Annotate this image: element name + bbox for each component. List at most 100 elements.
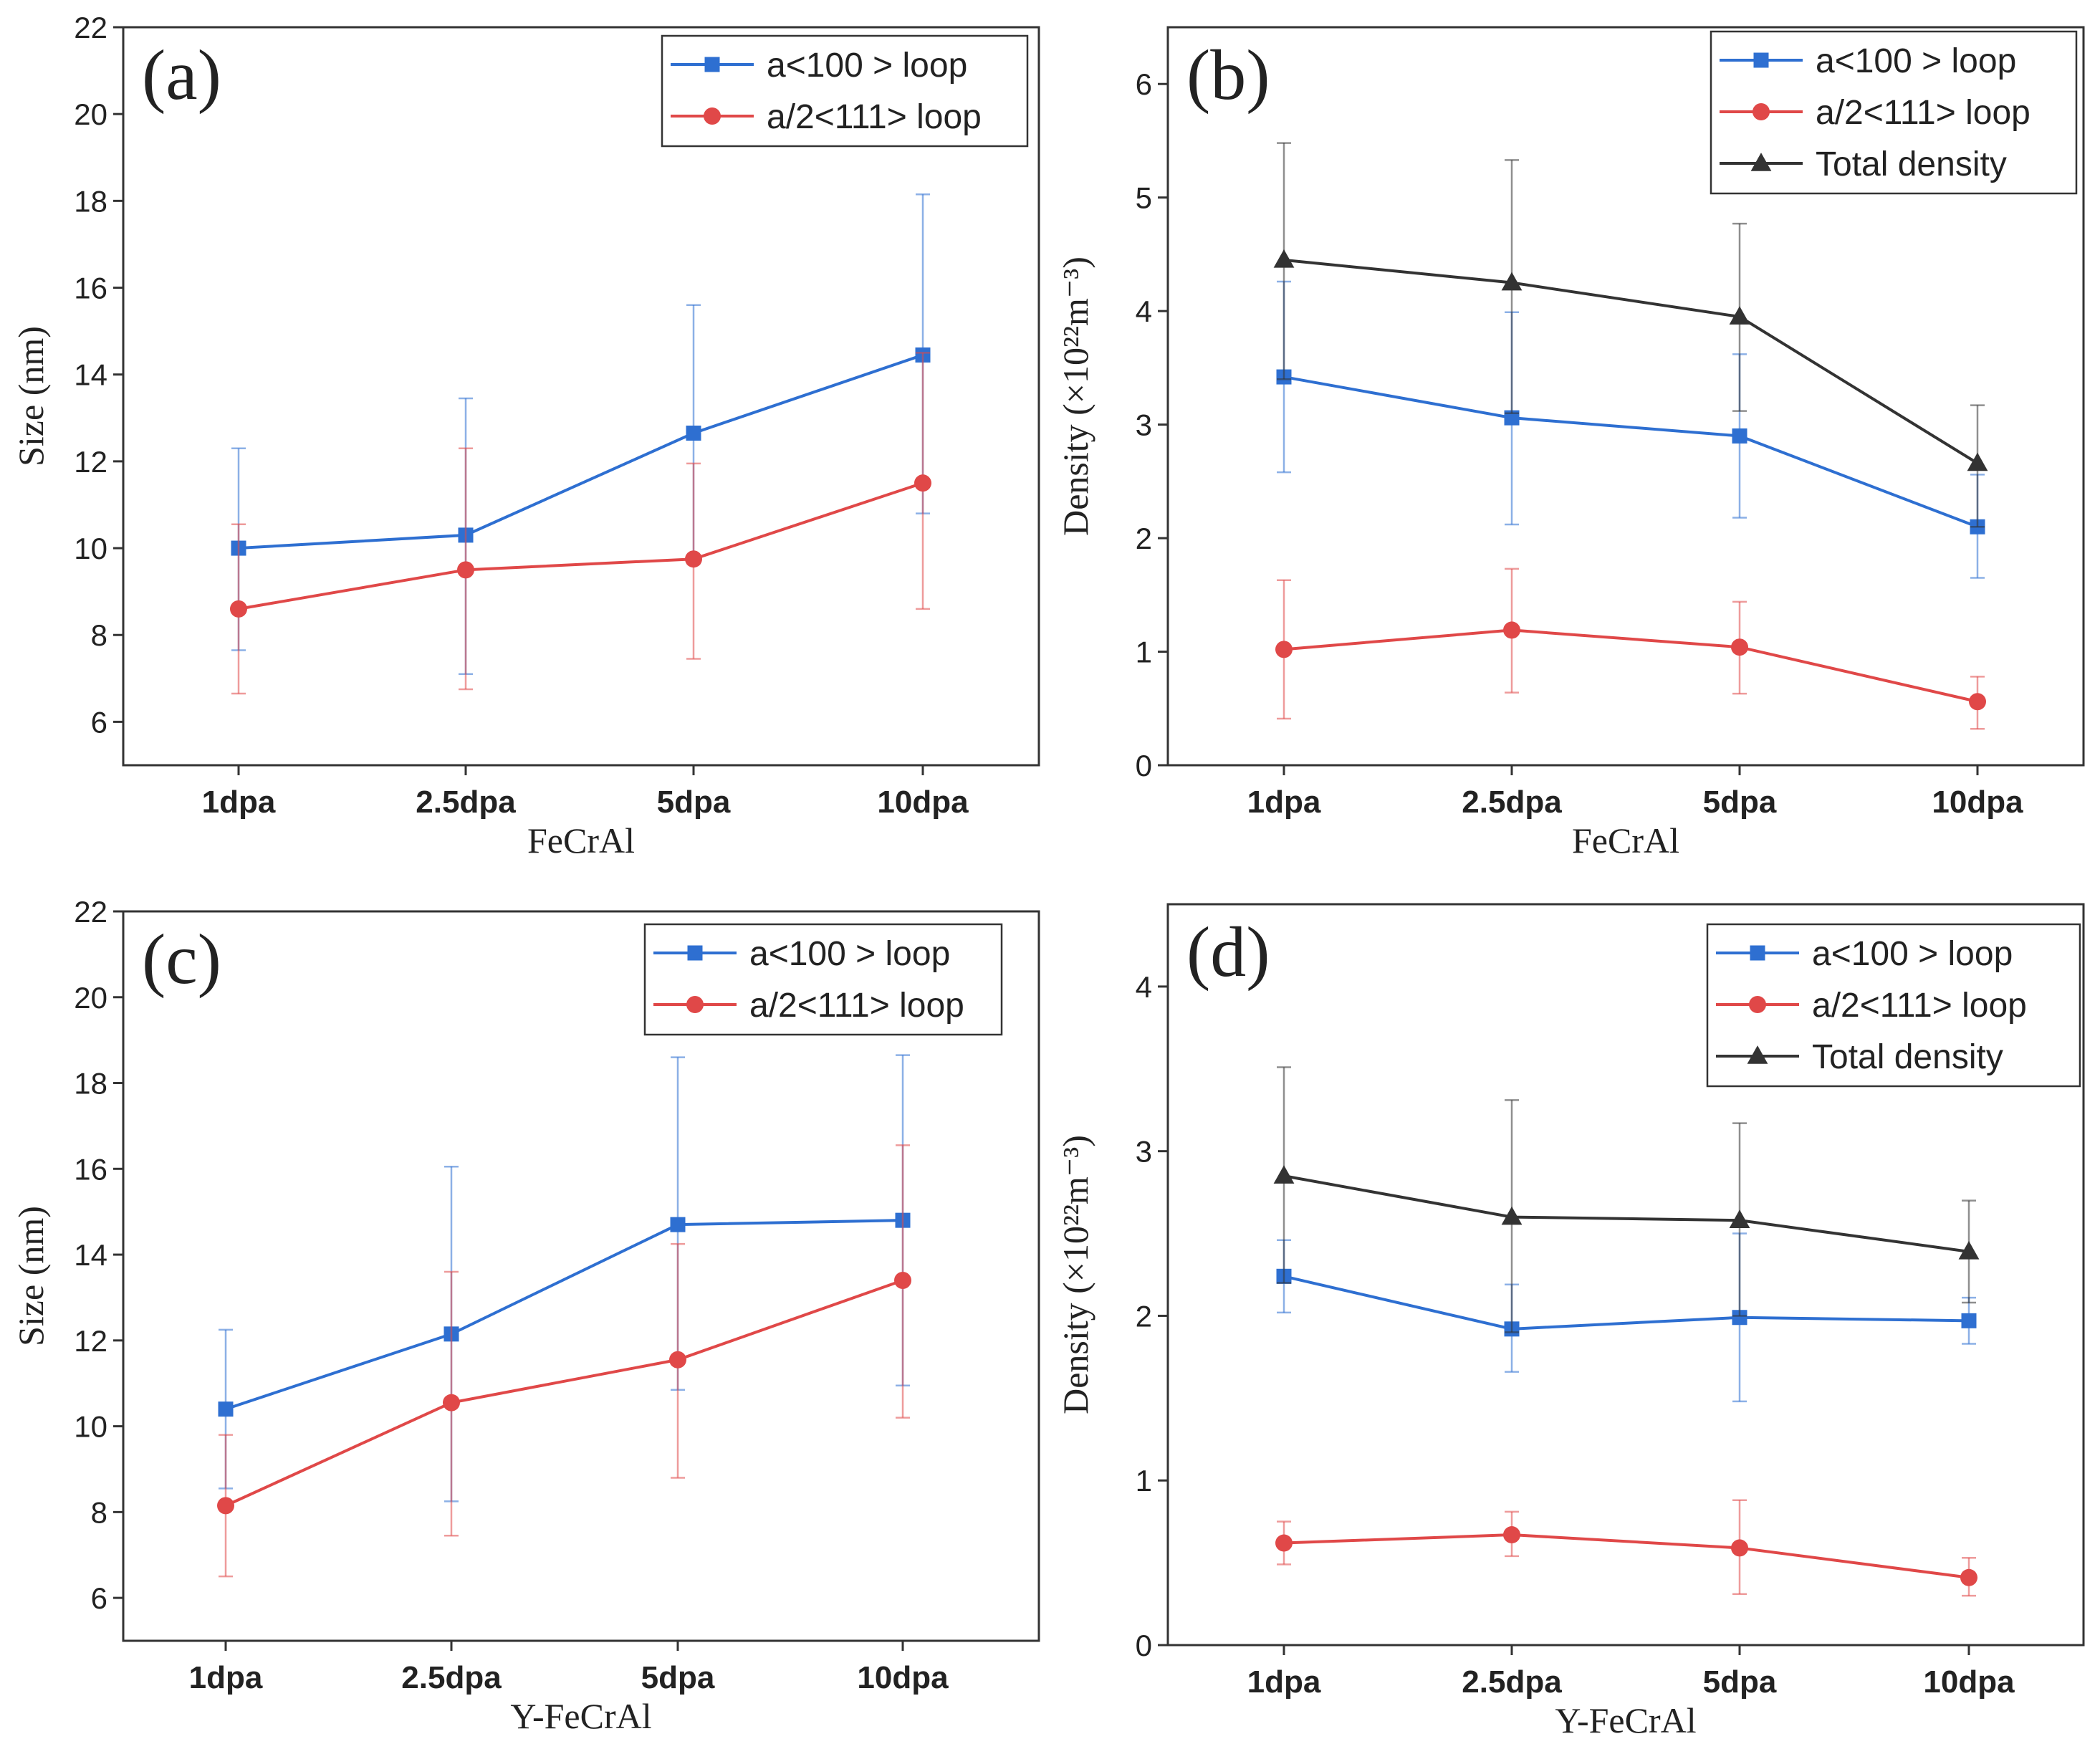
y-tick-label: 3 [1136,1135,1152,1169]
x-axis-title: FeCrAl [527,820,635,861]
data-point [1501,1206,1523,1225]
legend-label: a<100 > loop [1816,42,2016,80]
data-point [218,1401,234,1417]
legend: a<100 > loop a/2<111> loop Total density [1710,30,2078,195]
data-point [1275,1534,1293,1552]
series-1 [1275,1499,1977,1597]
legend-marker [1750,945,1765,961]
legend-label: a/2<111> loop [1812,987,2027,1025]
y-tick-label: 20 [74,981,107,1015]
y-tick-label: 8 [91,618,107,652]
data-point [217,1497,234,1515]
y-tick-label: 6 [91,705,107,739]
y-tick-label: 2 [1136,1299,1152,1333]
legend-label: a<100 > loop [1812,935,2013,973]
legend-marker [704,57,720,72]
y-tick-label: 22 [74,895,107,929]
data-point [670,1217,686,1232]
legend-marker [686,996,704,1013]
data-point [1960,1568,1977,1586]
legend-box [661,34,1029,148]
data-point [1731,638,1748,656]
x-tick-label: 10dpa [1932,785,2023,820]
x-tick-label: 1dpa [1247,1664,1321,1700]
y-tick-label: 18 [74,1067,107,1101]
plot-frame [1166,26,2085,767]
y-tick-label: 4 [1136,970,1152,1004]
x-tick-label: 2.5dpa [416,785,516,820]
x-tick-label: 2.5dpa [1462,1664,1562,1700]
series-line [238,353,924,550]
series-line [1283,628,1978,704]
y-tick-label: 12 [74,1324,107,1358]
data-point [1961,1313,1977,1328]
series-line [225,1279,903,1508]
data-point [1969,693,1986,711]
data-point [1503,1526,1520,1544]
series-line [1283,1533,1970,1579]
y-tick-label: 16 [74,272,107,305]
x-tick-label: 5dpa [1703,1664,1777,1700]
panel-label: (a) [142,35,221,115]
legend: a<100 > loop a/2<111> loop Total density [1706,923,2081,1088]
y-tick-label: 18 [74,184,107,218]
series-1 [217,1144,911,1578]
legend-marker [704,107,721,125]
y-tick-label: 0 [1136,1629,1152,1662]
data-point [1729,1209,1750,1228]
y-tick-label: 3 [1136,408,1152,442]
series-line [238,481,924,610]
series-line [1283,1275,1970,1331]
legend-box [643,923,1003,1036]
series-0 [231,193,931,676]
x-tick-label: 10dpa [877,785,969,820]
series-1 [230,352,931,695]
y-tick-label: 16 [74,1152,107,1186]
data-point [1273,1165,1295,1184]
legend-label: a/2<111> loop [767,98,982,136]
x-tick-label: 1dpa [189,1660,263,1695]
data-point [1503,621,1520,639]
x-tick-label: 5dpa [1703,785,1777,820]
data-point [685,550,702,568]
series-2 [1273,142,1988,528]
plot-frame [1166,903,2085,1647]
data-point [1732,428,1747,444]
legend-label: Total density [1812,1038,2003,1076]
legend-marker [687,945,703,961]
x-tick-label: 10dpa [1923,1664,2015,1700]
panel-d: 0 1 2 3 4 1dpa 2.5dpa 5dpa 10dpa Y-FeCrAl Density … [1055,903,2085,1740]
series-line [225,1219,903,1411]
panel-a: 6 8 10 12 14 16 18 20 22 1dpa 2.5dpa 5dpa 10dpa FeCrA… [11,11,1040,861]
data-point [230,600,247,618]
series-1 [1275,567,1986,730]
data-point [1731,1539,1748,1557]
legend-marker [1753,103,1770,120]
x-axis-title: FeCrAl [1572,820,1679,861]
legend-marker [1750,153,1772,171]
data-point [1732,1310,1747,1326]
panel-label: (d) [1186,912,1270,992]
panel-label: (b) [1186,35,1270,115]
series-0 [1276,280,1985,579]
legend-label: Total density [1816,145,2007,183]
y-tick-label: 22 [74,11,107,44]
y-axis-title: Density (×10²²m⁻³) [1055,1135,1095,1414]
x-tick-label: 1dpa [202,785,276,820]
data-point [686,426,701,441]
data-point [443,1394,460,1412]
x-tick-label: 1dpa [1247,785,1321,820]
data-point [1958,1240,1980,1260]
series-0 [218,1054,911,1503]
series-line [1283,258,1979,465]
y-tick-label: 10 [74,1410,107,1444]
legend-marker [1753,52,1769,68]
y-tick-label: 12 [74,445,107,479]
y-tick-label: 2 [1136,522,1152,555]
legend-marker [1749,996,1766,1013]
y-tick-label: 14 [74,358,107,392]
legend: a<100 > loop a/2<111> loop [661,34,1029,148]
data-point [1275,641,1293,658]
series-2 [1273,1066,1980,1333]
data-point [457,561,474,579]
